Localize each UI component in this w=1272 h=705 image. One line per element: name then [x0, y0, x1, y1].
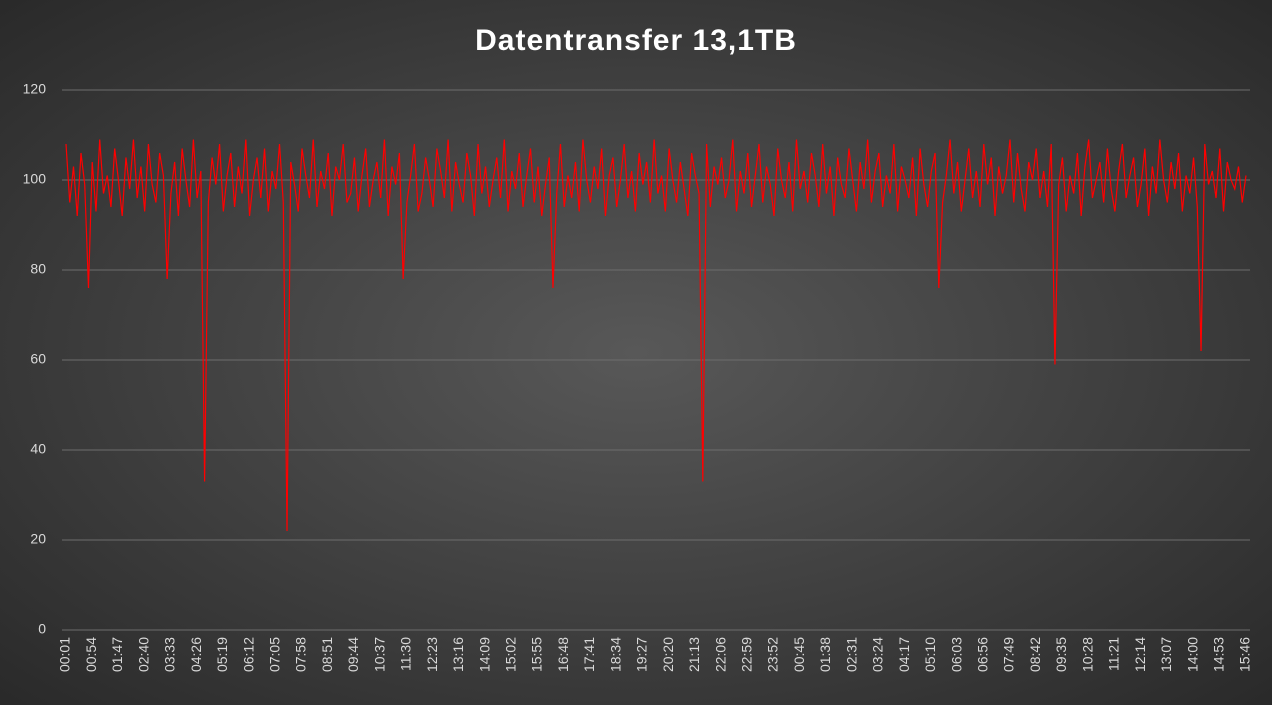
x-tick-label: 03:33 [162, 637, 178, 672]
y-tick-label: 100 [23, 171, 47, 187]
x-tick-label: 10:37 [371, 637, 387, 672]
x-tick-label: 15:46 [1237, 637, 1253, 672]
x-tick-label: 07:49 [1001, 637, 1017, 672]
x-tick-label: 22:59 [738, 637, 754, 672]
x-tick-label: 02:31 [843, 637, 859, 672]
x-tick-label: 01:38 [817, 637, 833, 672]
x-tick-label: 13:07 [1158, 637, 1174, 672]
x-tick-label: 10:28 [1079, 637, 1095, 672]
x-tick-label: 17:41 [581, 637, 597, 672]
x-tick-label: 00:54 [83, 637, 99, 672]
x-tick-label: 13:16 [450, 637, 466, 672]
x-tick-label: 22:06 [712, 637, 728, 672]
x-tick-label: 23:52 [765, 637, 781, 672]
x-tick-label: 14:09 [476, 637, 492, 672]
x-tick-label: 08:51 [319, 637, 335, 672]
x-tick-label: 07:05 [266, 637, 282, 672]
y-tick-label: 80 [30, 261, 46, 277]
x-tick-label: 05:19 [214, 637, 230, 672]
y-tick-label: 0 [38, 621, 46, 637]
y-tick-label: 120 [23, 81, 47, 97]
x-tick-label: 06:56 [974, 637, 990, 672]
x-tick-label: 11:30 [398, 637, 414, 671]
x-tick-label: 04:17 [896, 637, 912, 672]
x-tick-label: 18:34 [607, 637, 623, 672]
x-tick-label: 12:23 [424, 637, 440, 672]
x-tick-label: 14:53 [1210, 637, 1226, 672]
x-tick-label: 02:40 [135, 637, 151, 672]
x-tick-label: 15:02 [502, 637, 518, 672]
x-tick-label: 01:47 [109, 637, 125, 672]
x-tick-label: 11:21 [1106, 637, 1122, 671]
x-tick-label: 08:42 [1027, 637, 1043, 672]
x-tick-label: 15:55 [529, 637, 545, 672]
x-tick-label: 16:48 [555, 637, 571, 672]
x-tick-label: 14:00 [1184, 637, 1200, 672]
y-tick-label: 60 [30, 351, 46, 367]
x-tick-label: 09:44 [345, 637, 361, 672]
x-tick-label: 00:01 [57, 637, 73, 672]
x-tick-label: 21:13 [686, 637, 702, 672]
y-tick-label: 40 [30, 441, 46, 457]
x-tick-label: 19:27 [634, 637, 650, 672]
x-tick-label: 09:35 [1053, 637, 1069, 672]
x-tick-label: 06:12 [240, 637, 256, 672]
x-tick-label: 03:24 [870, 637, 886, 672]
x-tick-label: 04:26 [188, 637, 204, 672]
x-tick-label: 06:03 [948, 637, 964, 672]
chart-title: Datentransfer 13,1TB [475, 24, 797, 57]
x-tick-label: 00:45 [791, 637, 807, 672]
x-tick-label: 12:14 [1132, 637, 1148, 672]
data-line [65, 139, 1247, 532]
y-tick-label: 20 [30, 531, 46, 547]
x-tick-label: 20:20 [660, 637, 676, 672]
x-tick-label: 07:58 [293, 637, 309, 672]
x-tick-label: 05:10 [922, 637, 938, 672]
